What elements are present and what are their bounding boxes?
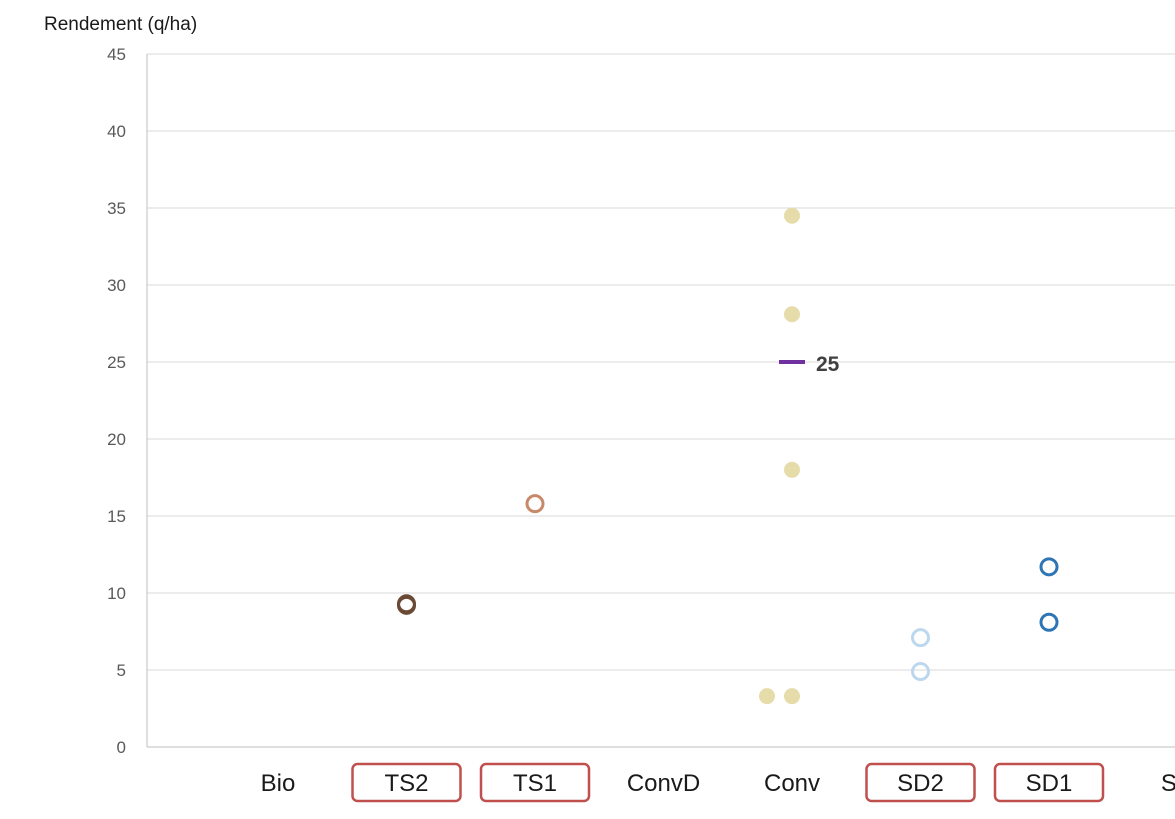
x-category-label-sd2: SD2	[897, 770, 944, 797]
point-sd2-1	[911, 628, 930, 648]
y-tick-label-15: 15	[107, 507, 126, 526]
x-category-label-conv: Conv	[764, 770, 820, 797]
y-tick-label-0: 0	[117, 738, 126, 757]
point-ts2-2	[397, 595, 416, 615]
y-tick-label-25: 25	[107, 353, 126, 372]
x-category-label-ts1: TS1	[513, 770, 557, 797]
x-category-label-convd: ConvD	[627, 770, 700, 797]
point-conv-4	[759, 688, 775, 705]
y-tick-label-40: 40	[107, 122, 126, 141]
x-category-label-bio: Bio	[261, 770, 296, 797]
point-ts1-1	[525, 494, 545, 514]
y-axis-title: Rendement (q/ha)	[44, 14, 198, 35]
y-tick-label-35: 35	[107, 199, 126, 218]
point-conv-2	[784, 306, 800, 323]
mean-label-conv: 25	[816, 353, 840, 376]
point-conv-3	[784, 461, 800, 478]
category-box-ts1	[479, 762, 591, 803]
point-sd1-2	[1039, 612, 1059, 632]
category-box-sd1	[993, 762, 1105, 803]
y-tick-label-20: 20	[107, 430, 126, 449]
point-sd2-2	[911, 662, 930, 682]
x-category-label-sd1: SD1	[1026, 770, 1073, 797]
category-box-ts2	[351, 762, 462, 803]
y-tick-label-30: 30	[107, 276, 126, 295]
point-conv-1	[784, 207, 800, 224]
y-tick-label-5: 5	[117, 661, 126, 680]
y-tick-label-45: 45	[107, 45, 126, 64]
x-category-label-sd: SD	[1161, 770, 1175, 797]
x-category-label-ts2: TS2	[384, 770, 428, 797]
point-conv-5	[784, 688, 800, 705]
category-box-sd2	[865, 762, 976, 803]
point-sd1-1	[1039, 557, 1059, 577]
y-tick-label-10: 10	[107, 584, 126, 603]
